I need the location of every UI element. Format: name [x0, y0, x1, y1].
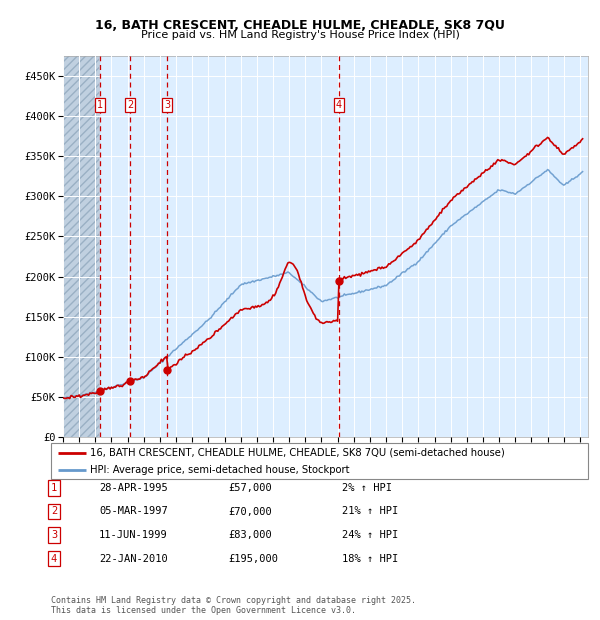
Text: Price paid vs. HM Land Registry's House Price Index (HPI): Price paid vs. HM Land Registry's House … [140, 30, 460, 40]
Text: 1: 1 [51, 483, 57, 493]
Text: 3: 3 [51, 530, 57, 540]
Text: 2: 2 [127, 100, 133, 110]
Text: 16, BATH CRESCENT, CHEADLE HULME, CHEADLE, SK8 7QU (semi-detached house): 16, BATH CRESCENT, CHEADLE HULME, CHEADL… [90, 448, 505, 458]
Text: 2: 2 [51, 507, 57, 516]
Text: 05-MAR-1997: 05-MAR-1997 [99, 507, 168, 516]
Bar [63, 56, 100, 437]
Text: HPI: Average price, semi-detached house, Stockport: HPI: Average price, semi-detached house,… [90, 464, 349, 475]
Text: £83,000: £83,000 [228, 530, 272, 540]
Text: 16, BATH CRESCENT, CHEADLE HULME, CHEADLE, SK8 7QU: 16, BATH CRESCENT, CHEADLE HULME, CHEADL… [95, 19, 505, 32]
Text: 11-JUN-1999: 11-JUN-1999 [99, 530, 168, 540]
Text: 28-APR-1995: 28-APR-1995 [99, 483, 168, 493]
Text: 24% ↑ HPI: 24% ↑ HPI [342, 530, 398, 540]
Text: 1: 1 [97, 100, 104, 110]
Text: £57,000: £57,000 [228, 483, 272, 493]
Text: 18% ↑ HPI: 18% ↑ HPI [342, 554, 398, 564]
Text: 3: 3 [164, 100, 170, 110]
Text: Contains HM Land Registry data © Crown copyright and database right 2025.
This d: Contains HM Land Registry data © Crown c… [51, 596, 416, 615]
Bar [63, 56, 100, 437]
Text: 4: 4 [51, 554, 57, 564]
Text: 22-JAN-2010: 22-JAN-2010 [99, 554, 168, 564]
Text: 21% ↑ HPI: 21% ↑ HPI [342, 507, 398, 516]
Text: £70,000: £70,000 [228, 507, 272, 516]
Text: £195,000: £195,000 [228, 554, 278, 564]
Text: 2% ↑ HPI: 2% ↑ HPI [342, 483, 392, 493]
Text: 4: 4 [335, 100, 341, 110]
